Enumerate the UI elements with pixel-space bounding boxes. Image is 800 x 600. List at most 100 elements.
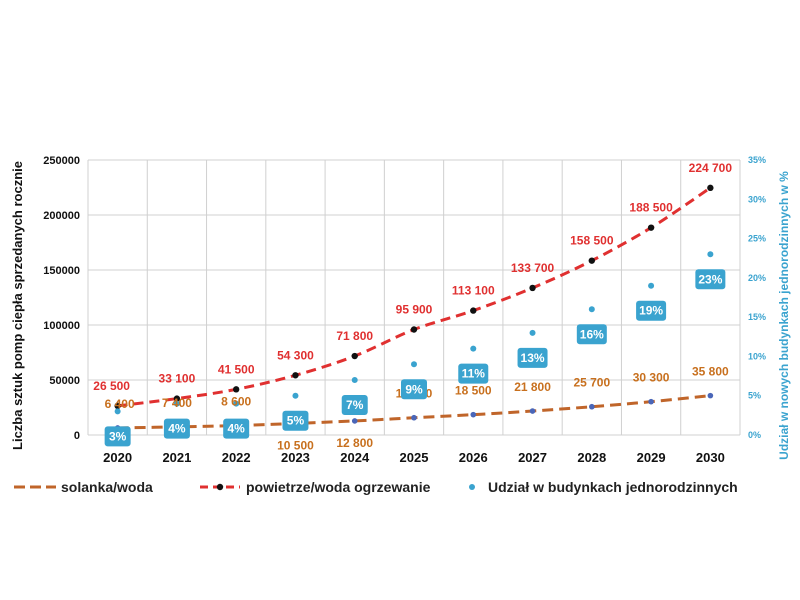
x-tick-label: 2022 bbox=[222, 450, 251, 465]
label-solanka-woda: 12 800 bbox=[336, 436, 373, 450]
label-box-udzial bbox=[282, 410, 309, 431]
label-box-udzial bbox=[576, 324, 607, 345]
axes: 0 50000 100000 150000 200000 250000 0% 5% 10% 15%… bbox=[10, 155, 791, 465]
y2-tick-label: 5% bbox=[748, 391, 761, 401]
point-udzial bbox=[292, 392, 299, 399]
series-layer bbox=[114, 184, 714, 431]
point-solanka-woda bbox=[470, 411, 477, 418]
y-tick-label: 250000 bbox=[43, 155, 80, 167]
point-udzial bbox=[470, 345, 477, 352]
label-box-udzial bbox=[163, 418, 190, 439]
label-box-udzial bbox=[636, 300, 667, 321]
point-udzial bbox=[707, 251, 714, 258]
point-udzial bbox=[529, 329, 536, 336]
label-udzial: 5% bbox=[287, 414, 305, 428]
label-box-udzial bbox=[458, 363, 489, 384]
label-powietrze-woda: 71 800 bbox=[336, 329, 373, 343]
label-powietrze-woda: 26 500 bbox=[93, 379, 130, 393]
legend-marker-powietrze-woda bbox=[216, 483, 224, 491]
label-udzial: 13% bbox=[521, 351, 545, 365]
point-solanka-woda bbox=[411, 414, 417, 421]
point-udzial bbox=[588, 306, 595, 313]
label-solanka-woda: 25 700 bbox=[573, 376, 610, 390]
label-powietrze-woda: 133 700 bbox=[511, 261, 555, 275]
label-box-udzial bbox=[695, 269, 726, 290]
y-tick-label: 200000 bbox=[43, 210, 80, 222]
point-udzial bbox=[233, 400, 240, 407]
y2-tick-label: 30% bbox=[748, 194, 766, 204]
label-powietrze-woda: 188 500 bbox=[629, 201, 673, 215]
label-udzial: 16% bbox=[580, 327, 604, 341]
point-solanka-woda bbox=[351, 418, 358, 424]
label-udzial: 23% bbox=[698, 272, 722, 286]
point-powietrze-woda bbox=[232, 386, 240, 393]
x-tick-label: 2028 bbox=[577, 450, 606, 465]
x-tick-label: 2020 bbox=[103, 450, 132, 465]
label-solanka-woda: 18 500 bbox=[455, 384, 492, 398]
label-powietrze-woda: 54 300 bbox=[277, 348, 314, 362]
label-powietrze-woda: 158 500 bbox=[570, 234, 614, 248]
point-udzial bbox=[351, 377, 358, 383]
point-udzial bbox=[648, 282, 655, 289]
point-udzial bbox=[114, 408, 121, 415]
y-axis-title: Liczba sztuk pomp ciepła sprzedanych roc… bbox=[10, 161, 25, 450]
data-labels: 26 500 33 100 41 500 54 300 71 800 95 900 113 … bbox=[93, 161, 732, 453]
label-solanka-woda: 30 300 bbox=[633, 371, 670, 385]
label-solanka-woda: 8 600 bbox=[221, 395, 251, 409]
point-powietrze-woda bbox=[351, 352, 358, 360]
point-powietrze-woda bbox=[292, 372, 299, 379]
point-solanka-woda bbox=[529, 408, 536, 414]
x-tick-label: 2023 bbox=[281, 450, 310, 465]
label-udzial: 4% bbox=[228, 422, 246, 436]
x-tick-label: 2030 bbox=[696, 450, 725, 465]
x-tick-label: 2029 bbox=[637, 450, 666, 465]
y2-axis-title: Udział w nowych budynkach jednorodzinnyc… bbox=[777, 171, 791, 460]
y2-tick-label: 25% bbox=[748, 234, 766, 244]
label-udzial: 3% bbox=[109, 429, 127, 443]
point-powietrze-woda bbox=[529, 284, 536, 292]
x-tick-label: 2021 bbox=[162, 450, 191, 465]
label-powietrze-woda: 41 500 bbox=[218, 362, 255, 376]
label-solanka-woda: 35 800 bbox=[692, 365, 729, 379]
y-tick-label: 0 bbox=[74, 430, 80, 442]
y2-tick-label: 35% bbox=[748, 155, 766, 165]
point-powietrze-woda bbox=[707, 184, 714, 192]
y-tick-label: 50000 bbox=[49, 375, 80, 387]
point-powietrze-woda bbox=[410, 326, 418, 333]
y2-tick-label: 15% bbox=[748, 312, 766, 322]
label-powietrze-woda: 113 100 bbox=[452, 284, 495, 298]
y-tick-label: 100000 bbox=[43, 320, 80, 332]
label-box-udzial bbox=[401, 379, 427, 400]
point-udzial bbox=[411, 361, 417, 368]
label-box-udzial bbox=[104, 426, 131, 447]
label-powietrze-woda: 224 700 bbox=[689, 161, 733, 175]
y2-tick-label: 0% bbox=[748, 430, 761, 440]
legend: solanka/woda powietrze/woda ogrzewanie Udz… bbox=[14, 479, 738, 495]
y2-tick-label: 10% bbox=[748, 351, 766, 361]
label-solanka-woda: 10 500 bbox=[277, 438, 314, 452]
point-powietrze-woda bbox=[173, 395, 181, 402]
label-udzial: 19% bbox=[639, 304, 663, 318]
label-powietrze-woda: 33 100 bbox=[159, 372, 196, 386]
point-powietrze-woda bbox=[647, 224, 655, 231]
point-udzial bbox=[173, 400, 180, 407]
point-powietrze-woda bbox=[114, 402, 121, 410]
grid-lines bbox=[87, 159, 741, 436]
legend-label-udzial: Udział w budynkach jednorodzinnych bbox=[488, 479, 738, 495]
x-tick-label: 2027 bbox=[518, 450, 547, 465]
point-solanka-woda bbox=[707, 392, 714, 399]
x-tick-label: 2026 bbox=[459, 450, 488, 465]
label-solanka-woda: 6 400 bbox=[105, 397, 135, 411]
point-powietrze-woda bbox=[470, 307, 477, 314]
y-tick-label: 150000 bbox=[43, 265, 80, 277]
x-tick-label: 2024 bbox=[340, 450, 370, 465]
point-solanka-woda bbox=[648, 398, 654, 405]
label-box-udzial bbox=[223, 418, 250, 439]
y2-tick-label: 20% bbox=[748, 273, 766, 283]
point-solanka-woda bbox=[589, 403, 595, 410]
label-solanka-woda: 21 800 bbox=[514, 380, 551, 394]
point-powietrze-woda bbox=[588, 257, 596, 264]
legend-marker-udzial bbox=[469, 484, 475, 490]
